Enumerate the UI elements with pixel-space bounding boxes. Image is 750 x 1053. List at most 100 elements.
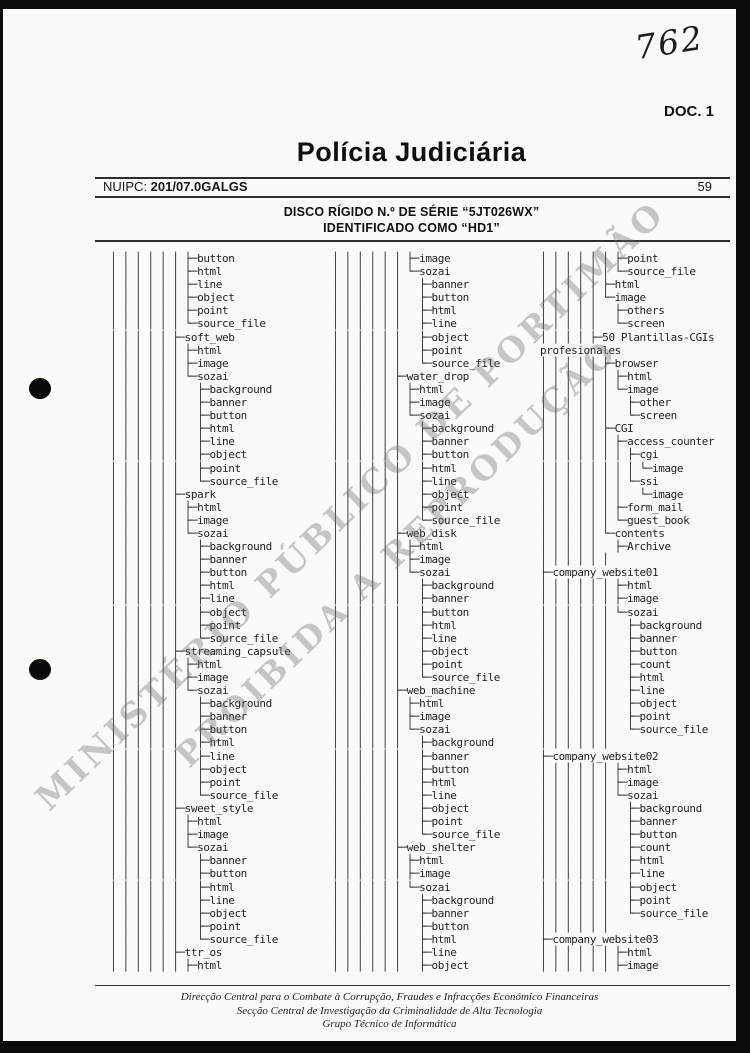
- tree-line: │ │ │ │ │ │ └─sozai: [332, 880, 451, 894]
- tree-line: │ │ │ │ │ │ ├─object: [110, 906, 247, 920]
- tree-line: │ │ │ │ │ │ ├─html: [540, 945, 653, 959]
- tree-line: │ │ │ │ │ │ └─source_file: [110, 932, 279, 946]
- tree-line: │ │ │ │ │ │ ├─other: [540, 396, 671, 410]
- footer-line-3: Grupo Técnico de Informática: [322, 1018, 457, 1030]
- tree-line: │ │ │ │ │ │ ├─background: [110, 697, 272, 711]
- tree-line: │ │ │ │ │ │ ├─object: [540, 697, 677, 711]
- tree-line: │ │ │ │ │ │ └─sozai: [332, 265, 451, 279]
- tree-line: │ │ │ │ │ ├─CGI: [540, 422, 634, 436]
- tree-line: ├─company_website01: [540, 566, 659, 580]
- hole-punch-bottom: [29, 659, 51, 680]
- tree-line: │ │ │ │ │ │ ├─point: [540, 710, 671, 724]
- nuipc-value: 201/07.0GALGS: [150, 179, 248, 194]
- tree-line: │ │ │ │ │ │ └─source_file: [540, 265, 696, 279]
- tree-line: │ │ │ │ │ │ └─sozai: [540, 605, 659, 619]
- tree-line: │ │ │ │ │ │ ├─image: [540, 959, 659, 973]
- tree-line: │ │ │ │ │ │ ├─line: [540, 684, 665, 698]
- tree-line: │ │ │ │ │ │ ├─html: [332, 382, 445, 396]
- tree-line: │ │ │ │ │ │ ├─banner: [110, 553, 247, 567]
- tree-line: │ │ │ │ │ │ ├─html: [540, 369, 653, 383]
- tree-line: │ │ │ │ │ │ ├─point: [110, 775, 241, 789]
- tree-line: │ │ │ │ │ │ ├─image: [110, 671, 229, 684]
- tree-line: │ │ │ │ │ │ └─sozai: [110, 841, 229, 855]
- tree-line: │ │ │ │ │ └─image: [540, 291, 646, 305]
- page-title: Polícia Judiciária: [296, 137, 527, 167]
- header-rule-middle: [95, 196, 730, 198]
- tree-line: │ │ │ │ │ │ └─source_file: [332, 356, 501, 370]
- tree-line: │ │ │ │ │ ├─soft_web: [110, 330, 235, 344]
- tree-line: │ │ │ │ │ │ └─screen: [540, 409, 677, 423]
- tree-line: │ │ │ │ │ │ └─sozai: [332, 566, 451, 580]
- tree-line: │ │ │ │ │ │ ├─point: [110, 618, 241, 632]
- tree-line: │ │ │ │ │ │ ├─banner: [332, 278, 469, 292]
- tree-line: │ │ │ │ │ │ ├─object: [332, 801, 469, 815]
- tree-line: │ │ │ │ │ │ ├─button: [332, 448, 469, 462]
- tree-line: │ │ │ │ │ │ └─source_file: [332, 513, 501, 527]
- tree-line: │ │ │ │ │ │ ├─line: [110, 592, 235, 606]
- tree-line: │ │ │ │ │ │ ├─banner: [332, 435, 469, 449]
- tree-line: │ │ │ │ │ │ ├─image: [540, 775, 659, 789]
- tree-line: │ │ │ │ │ │ ├─html: [332, 540, 445, 554]
- tree-line: │ │ │ │ │ └─contents: [540, 526, 665, 540]
- tree-line: │ │ │ │ │ │ ├─point: [540, 252, 659, 265]
- tree-line: │ │ │ │ │ │ ├─image: [332, 252, 451, 265]
- tree-line: │ │ │ │ │ │ ├─html: [110, 657, 223, 671]
- tree-line: │ │ │ │ │ │ ├─button: [110, 566, 247, 580]
- tree-line: │ │ │ │ │ │ ├─html: [332, 697, 445, 711]
- tree-line: │ │ │ │ │ ├─html: [540, 278, 640, 292]
- tree-line: │ │ │ │ │ │ ├─line: [110, 749, 235, 763]
- tree-line: │ │ │ │ │ │ ├─image: [332, 710, 451, 724]
- tree-line: │ │ │ │ │ │ ├─object: [110, 291, 235, 305]
- tree-line: │ │ │ │ │ ├─browser: [540, 356, 659, 370]
- tree-line: │ │ │ │ │ │ └─source_file: [540, 906, 709, 920]
- tree-line: │ │ │ │ │ │ ├─line: [332, 945, 457, 959]
- tree-line: │ │ │ │ │ │ └─source_file: [332, 828, 501, 842]
- tree-line: │ │ │ │ │ │ ├─button: [110, 723, 247, 737]
- tree-line: │ │ │ │ │ │ ├─point: [540, 893, 671, 907]
- tree-line: │ │ │ │ │ │ └─image: [540, 382, 659, 396]
- tree-line: │ │ │ │ │ │ │ │ └─image: [540, 461, 684, 475]
- tree-line: │ │ │ │ │ │ ├─background: [110, 540, 272, 554]
- tree-line: │ │ │ │ │ │ ├─html: [110, 815, 223, 829]
- scanned-page: 762 DOC. 1 Polícia Judiciária NUIPC: 201…: [3, 9, 736, 1041]
- tree-line: │ │ │ │ │ │ └─source_file: [110, 788, 279, 802]
- tree-line: │ │ │ │ │ │ ├─html: [110, 736, 235, 750]
- tree-line: │ │ │ │ │ │ ├─object: [332, 959, 469, 973]
- tree-line: │ │ │ │ │ │ ├─banner: [332, 749, 469, 763]
- nuipc-row: NUIPC: 201/07.0GALGS 59: [103, 179, 712, 195]
- tree-line: │ │ │ │ │ │ ├─button: [110, 252, 235, 265]
- tree-line: │ │ │ │ │ │ ├─image: [332, 396, 451, 410]
- header-rule-top: [95, 177, 730, 179]
- tree-line: ├─company_website02: [540, 749, 659, 763]
- tree-line: │ │ │ │ │ │ ├─line: [540, 867, 665, 881]
- tree-line: │ │ │ │ │ ├─web_disk: [332, 526, 457, 540]
- nuipc-label: NUIPC:: [103, 179, 151, 194]
- tree-line: │ │ │ │ │ │ ├─button: [540, 644, 677, 658]
- tree-line: │ │ │ │ │ │: [540, 919, 609, 933]
- tree-line: │ │ │ │ │ │ └─sozai: [332, 723, 451, 737]
- tree-line: │ │ │ │ │ │ ├─html: [110, 959, 223, 973]
- tree-line: │ │ │ │ │ │ └─sozai: [110, 684, 229, 698]
- tree-line: │ │ │ │ │ │ └─sozai: [110, 369, 229, 383]
- tree-line: │ │ │ │ │ │ ├─html: [110, 343, 223, 357]
- tree-line: │ │ │ │ │ │ ├─object: [110, 762, 247, 776]
- footer-line-1: Direcção Central para o Combate à Corrup…: [180, 991, 599, 1003]
- tree-line: │ │ │ │ │ │ ├─point: [332, 815, 463, 829]
- tree-line: │ │ │ │ │ ├─web_machine: [332, 684, 476, 698]
- tree-line: │ │ │ │ ├─50 Plantillas-CGIs: [540, 330, 715, 344]
- tree-line: │ │ │ │ │ ├─spark: [110, 487, 216, 501]
- tree-line: │ │ │ │ │ │ ├─image: [332, 553, 451, 567]
- tree-line: │ │ │ │ │ │ ├─object: [332, 330, 469, 344]
- tree-line: │ │ │ │ │ │ ├─button: [332, 919, 469, 933]
- doc-label: DOC. 1: [663, 103, 714, 120]
- tree-line: │ │ │ │ │ │ └─sozai: [540, 788, 659, 802]
- tree-line: │ │ │ │ │ ├─ttr_os: [110, 945, 223, 959]
- tree-line: │ │ │ │ │ │ ├─html: [110, 265, 223, 279]
- tree-column-2: │ │ │ │ │ │ ├─image │ │ │ │ │ │ └─sozai │ …: [332, 252, 500, 972]
- tree-line: │ │ │ │ │ │ ├─access_counter: [540, 435, 715, 449]
- tree-line: │ │ │ │ │ │ ├─object: [540, 880, 677, 894]
- tree-line: │ │ │ │ │ ├─streaming_capsule: [110, 644, 291, 658]
- tree-line: │ │ │ │ │ │ ├─html: [110, 880, 235, 894]
- tree-line: │ │ │ │ │ │ ├─point: [332, 343, 463, 357]
- tree-column-1: │ │ │ │ │ │ ├─button │ │ │ │ │ │ ├─html │ …: [110, 252, 291, 973]
